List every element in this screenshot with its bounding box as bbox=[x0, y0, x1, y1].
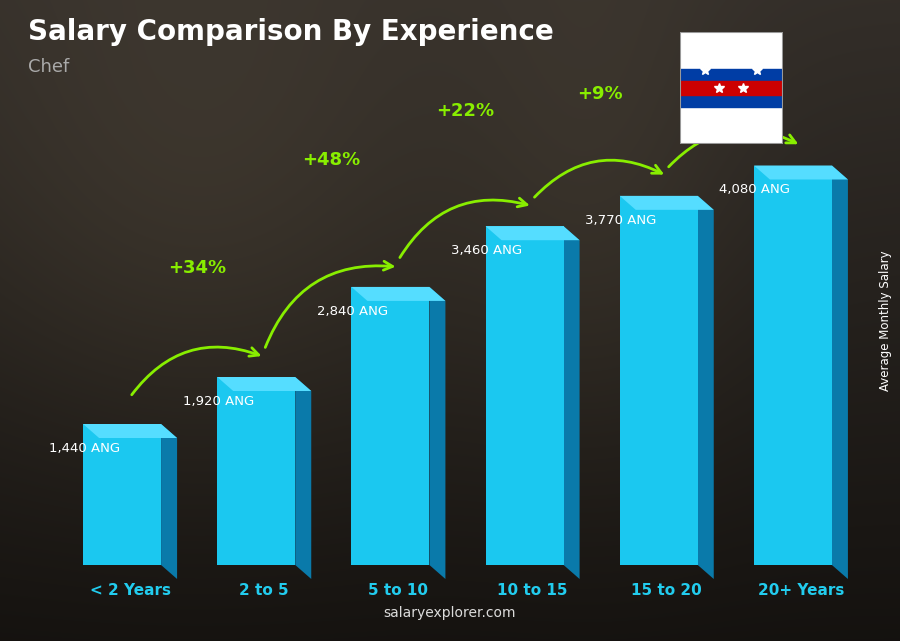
Polygon shape bbox=[620, 196, 714, 210]
Polygon shape bbox=[351, 287, 429, 565]
Text: +8%: +8% bbox=[711, 54, 757, 72]
Text: 3,770 ANG: 3,770 ANG bbox=[585, 214, 656, 227]
Text: 20+ Years: 20+ Years bbox=[758, 583, 844, 598]
Text: +22%: +22% bbox=[436, 103, 495, 121]
Polygon shape bbox=[754, 165, 848, 179]
Text: Average Monthly Salary: Average Monthly Salary bbox=[879, 250, 892, 391]
Polygon shape bbox=[698, 196, 714, 579]
Text: Chef: Chef bbox=[28, 58, 69, 76]
Polygon shape bbox=[486, 226, 580, 240]
Text: 1,440 ANG: 1,440 ANG bbox=[49, 442, 120, 455]
Text: 1,920 ANG: 1,920 ANG bbox=[183, 395, 254, 408]
Text: 4,080 ANG: 4,080 ANG bbox=[719, 183, 790, 197]
Text: salaryexplorer.com: salaryexplorer.com bbox=[383, 606, 517, 620]
Text: 5 to 10: 5 to 10 bbox=[368, 583, 428, 598]
Polygon shape bbox=[754, 165, 832, 565]
Text: 15 to 20: 15 to 20 bbox=[632, 583, 702, 598]
Text: +48%: +48% bbox=[302, 151, 361, 169]
Text: 2,840 ANG: 2,840 ANG bbox=[317, 305, 388, 318]
Text: < 2 Years: < 2 Years bbox=[90, 583, 171, 598]
Polygon shape bbox=[83, 424, 177, 438]
Polygon shape bbox=[295, 377, 311, 579]
Polygon shape bbox=[486, 226, 563, 565]
Polygon shape bbox=[832, 165, 848, 579]
Polygon shape bbox=[161, 424, 177, 579]
Bar bbox=[680, 81, 783, 95]
Polygon shape bbox=[429, 287, 445, 579]
Polygon shape bbox=[83, 424, 161, 565]
Text: 3,460 ANG: 3,460 ANG bbox=[451, 244, 522, 257]
Polygon shape bbox=[351, 287, 446, 301]
Text: 10 to 15: 10 to 15 bbox=[498, 583, 568, 598]
Text: +34%: +34% bbox=[168, 259, 226, 277]
Bar bbox=[680, 69, 783, 107]
Text: 2 to 5: 2 to 5 bbox=[239, 583, 289, 598]
Polygon shape bbox=[217, 377, 311, 391]
Text: +9%: +9% bbox=[577, 85, 623, 103]
Polygon shape bbox=[563, 226, 580, 579]
Polygon shape bbox=[620, 196, 698, 565]
Polygon shape bbox=[217, 377, 295, 565]
Text: Salary Comparison By Experience: Salary Comparison By Experience bbox=[28, 18, 554, 46]
